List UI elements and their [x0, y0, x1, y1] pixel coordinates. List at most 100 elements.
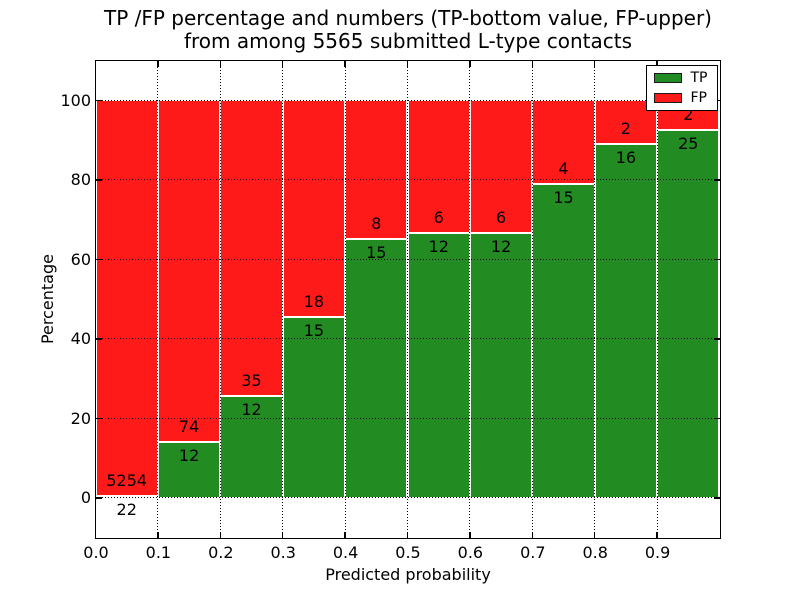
- x-tick-mark: [531, 60, 534, 67]
- x-tick-label: 0.7: [520, 543, 546, 562]
- annotation-tp-count: 12: [178, 446, 200, 466]
- x-tick-label: 0.8: [582, 543, 608, 562]
- x-tick-mark: [281, 60, 284, 67]
- x-tick-mark: [219, 60, 222, 67]
- y-tick-label: 20: [70, 408, 91, 428]
- chart-title-line1: TP /FP percentage and numbers (TP-bottom…: [104, 6, 712, 30]
- annotation-tp-count: 15: [553, 187, 574, 207]
- annotation-fp-count: 8: [371, 213, 382, 233]
- plot-area: 5254 22 74 12 35 12 18 15 8 15 6 12 6 12 4 15 2 16 2 25 TP FP: [94, 59, 721, 539]
- annotation-tp-count: 25: [678, 133, 699, 153]
- x-tick-mark: [281, 531, 284, 538]
- bar-segment-tp: [657, 129, 720, 498]
- x-tick-mark: [656, 60, 658, 67]
- bar-segment-fp: [532, 100, 595, 184]
- annotation-fp-count: 74: [178, 417, 200, 437]
- x-tick-mark: [406, 531, 409, 538]
- y-tick-mark: [95, 179, 102, 181]
- annotation-fp-count: 4: [558, 158, 569, 178]
- legend: TP FP: [645, 64, 718, 111]
- gridline-vertical: [469, 60, 471, 538]
- annotation-fp-count: 18: [303, 292, 325, 312]
- y-tick-mark: [713, 258, 720, 260]
- y-tick-mark: [713, 179, 720, 181]
- bar-segment-tp: [469, 232, 533, 498]
- x-tick-mark: [656, 531, 658, 538]
- bar-segment-fp: [220, 100, 283, 397]
- bar-segment-tp: [220, 396, 283, 498]
- y-tick-mark: [95, 99, 102, 101]
- bar-segment-tp: [157, 442, 221, 498]
- y-tick-mark: [713, 338, 720, 340]
- x-tick-label: 0.9: [644, 543, 671, 562]
- y-tick-mark: [95, 497, 102, 499]
- annotation-fp-count: 35: [241, 371, 262, 391]
- annotation-tp-count: 15: [366, 242, 387, 262]
- y-tick-mark: [95, 258, 102, 260]
- legend-label: FP: [690, 89, 708, 106]
- x-tick-label: 0.3: [270, 543, 296, 562]
- x-tick-mark: [157, 531, 159, 538]
- x-tick-label: 0.6: [457, 543, 484, 562]
- gridline-vertical: [219, 60, 221, 538]
- y-tick-mark: [713, 417, 720, 419]
- legend-label: TP: [690, 69, 708, 86]
- bar-segment-tp: [407, 232, 470, 498]
- bar-segment-fp: [407, 100, 470, 233]
- x-tick-mark: [219, 531, 222, 538]
- bar-segment-fp: [469, 100, 533, 233]
- annotation-tp-count: 15: [303, 321, 325, 341]
- x-tick-label: 0.1: [145, 543, 172, 562]
- legend-swatch-fp: [653, 92, 682, 103]
- y-tick-mark: [713, 497, 720, 499]
- bar-segment-fp: [157, 100, 221, 443]
- x-tick-mark: [406, 60, 409, 67]
- y-tick-label: 100: [60, 90, 91, 110]
- gridline-vertical: [531, 60, 533, 538]
- annotation-fp-count: 6: [495, 207, 507, 227]
- y-axis-label: Percentage: [38, 254, 57, 345]
- legend-entry: TP: [653, 69, 710, 86]
- x-tick-label: 0.4: [332, 543, 359, 562]
- x-tick-mark: [469, 60, 471, 67]
- gridline-vertical: [282, 60, 284, 538]
- annotation-tp-count: 12: [490, 236, 512, 256]
- bar-segment-tp: [345, 238, 408, 498]
- gridline-vertical: [594, 60, 596, 538]
- gridline-vertical: [344, 60, 346, 538]
- chart-title: TP /FP percentage and numbers (TP-bottom…: [95, 7, 721, 53]
- x-tick-mark: [157, 60, 159, 67]
- gridline-vertical: [407, 60, 408, 538]
- x-tick-mark: [531, 531, 534, 538]
- gridline-vertical: [157, 60, 159, 538]
- y-tick-label: 40: [70, 329, 91, 349]
- y-tick-label: 0: [80, 488, 91, 508]
- annotation-tp-count: 12: [241, 400, 262, 420]
- bar-segment-fp: [345, 100, 408, 239]
- annotation-tp-count: 22: [116, 500, 137, 520]
- annotation-fp-count: 2: [620, 119, 631, 139]
- bar-segment-fp: [282, 100, 346, 318]
- gridline-vertical: [656, 60, 658, 538]
- annotation-fp-count: 2: [683, 104, 694, 124]
- x-tick-mark: [469, 531, 471, 538]
- y-tick-mark: [95, 417, 102, 419]
- annotation-fp-count: 5254: [106, 471, 148, 491]
- annotation-fp-count: 6: [433, 207, 444, 227]
- bar-segment-tp: [532, 183, 595, 498]
- x-tick-mark: [593, 531, 596, 538]
- legend-entry: FP: [653, 89, 710, 106]
- y-tick-label: 60: [70, 249, 91, 269]
- bar-segment-tp: [594, 144, 658, 498]
- y-tick-label: 80: [70, 170, 91, 190]
- legend-swatch-tp: [653, 72, 682, 83]
- annotation-tp-count: 16: [615, 148, 637, 168]
- x-tick-label: 0.2: [208, 543, 234, 562]
- x-tick-mark: [344, 531, 346, 538]
- x-tick-mark: [593, 60, 596, 67]
- chart-title-line2: from among 5565 submitted L-type contact…: [183, 29, 633, 53]
- x-tick-mark: [344, 60, 346, 67]
- x-axis-label: Predicted probability: [325, 565, 491, 584]
- bar-segment-fp: [95, 100, 158, 497]
